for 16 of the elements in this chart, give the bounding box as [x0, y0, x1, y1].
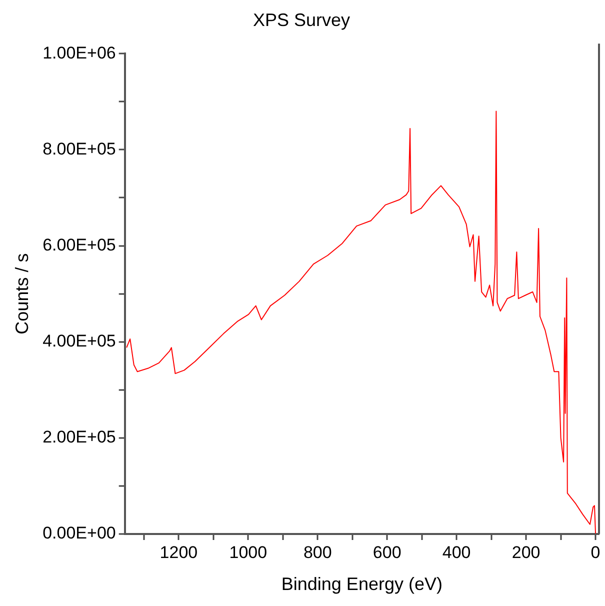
y-tick-label: 8.00E+05: [42, 139, 116, 158]
x-tick-label: 1000: [229, 542, 268, 562]
chart-title: XPS Survey: [252, 10, 350, 30]
x-tick-label: 0: [590, 542, 600, 562]
x-tick-label: 200: [512, 542, 540, 562]
y-tick-label: 0.00E+00: [42, 524, 116, 543]
y-axis-title: Counts / s: [12, 253, 32, 334]
x-tick-label: 400: [442, 542, 471, 562]
y-tick-label: 1.00E+06: [42, 43, 116, 62]
x-tick-label: 1200: [160, 542, 198, 562]
x-axis-title: Binding Energy (eV): [281, 574, 442, 594]
y-tick-label: 4.00E+05: [42, 332, 116, 351]
y-tick-label: 2.00E+05: [42, 428, 116, 447]
x-tick-label: 800: [303, 542, 332, 562]
x-tick-label: 600: [372, 542, 402, 562]
y-tick-label: 6.00E+05: [42, 235, 116, 254]
